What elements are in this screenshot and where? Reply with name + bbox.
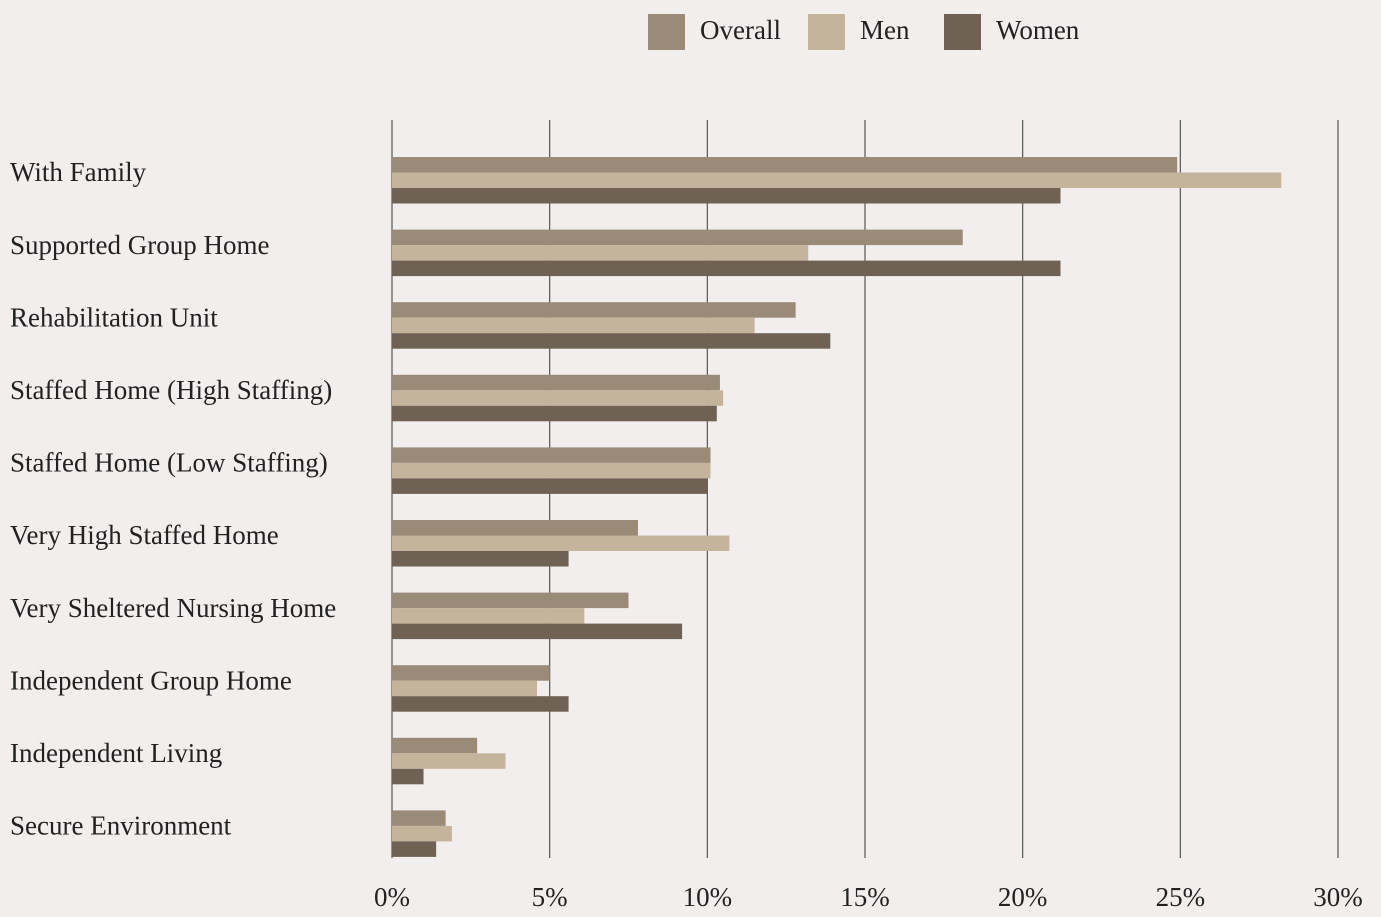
bar	[392, 608, 585, 624]
legend-label: Men	[860, 15, 910, 45]
x-tick-label: 10%	[683, 882, 733, 912]
category-label: Very Sheltered Nursing Home	[10, 593, 336, 623]
category-label: With Family	[10, 157, 147, 187]
x-tick-label: 20%	[998, 882, 1048, 912]
bar	[392, 551, 569, 567]
category-label: Staffed Home (High Staffing)	[10, 375, 332, 405]
bar	[392, 825, 452, 842]
bar	[392, 229, 963, 246]
bar	[392, 302, 796, 318]
bar	[392, 592, 629, 609]
bar	[392, 665, 550, 681]
category-label: Supported Group Home	[10, 230, 269, 260]
bar	[392, 680, 538, 697]
bar	[392, 390, 724, 406]
bar	[392, 841, 437, 857]
legend-label: Overall	[700, 15, 781, 45]
bar	[392, 810, 446, 826]
bar	[392, 696, 569, 712]
category-label: Very High Staffed Home	[10, 520, 279, 550]
category-label: Staffed Home (Low Staffing)	[10, 448, 328, 478]
legend-swatch	[808, 14, 845, 50]
bar	[392, 317, 755, 334]
x-tick-label: 25%	[1156, 882, 1206, 912]
bar	[392, 520, 638, 536]
bar	[392, 245, 809, 261]
bar	[392, 478, 708, 494]
category-label: Independent Living	[10, 738, 222, 768]
category-label: Secure Environment	[10, 811, 232, 841]
bar	[392, 447, 711, 463]
bar	[392, 260, 1061, 277]
bar	[392, 172, 1282, 188]
legend-label: Women	[996, 15, 1080, 45]
legend-swatch	[944, 14, 981, 50]
x-tick-label: 30%	[1313, 882, 1363, 912]
x-tick-label: 5%	[532, 882, 568, 912]
bar	[392, 405, 717, 422]
bar	[392, 374, 720, 391]
bar	[392, 188, 1061, 204]
bar	[392, 462, 711, 479]
bar	[392, 623, 683, 640]
x-tick-label: 0%	[374, 882, 410, 912]
bar	[392, 737, 478, 754]
category-label: Independent Group Home	[10, 665, 292, 695]
bar	[392, 768, 424, 785]
category-label: Rehabilitation Unit	[10, 302, 218, 332]
bar	[392, 157, 1178, 173]
legend-swatch	[648, 14, 685, 50]
bar	[392, 333, 831, 349]
bar	[392, 535, 730, 551]
bar	[392, 753, 506, 769]
x-tick-label: 15%	[840, 882, 890, 912]
